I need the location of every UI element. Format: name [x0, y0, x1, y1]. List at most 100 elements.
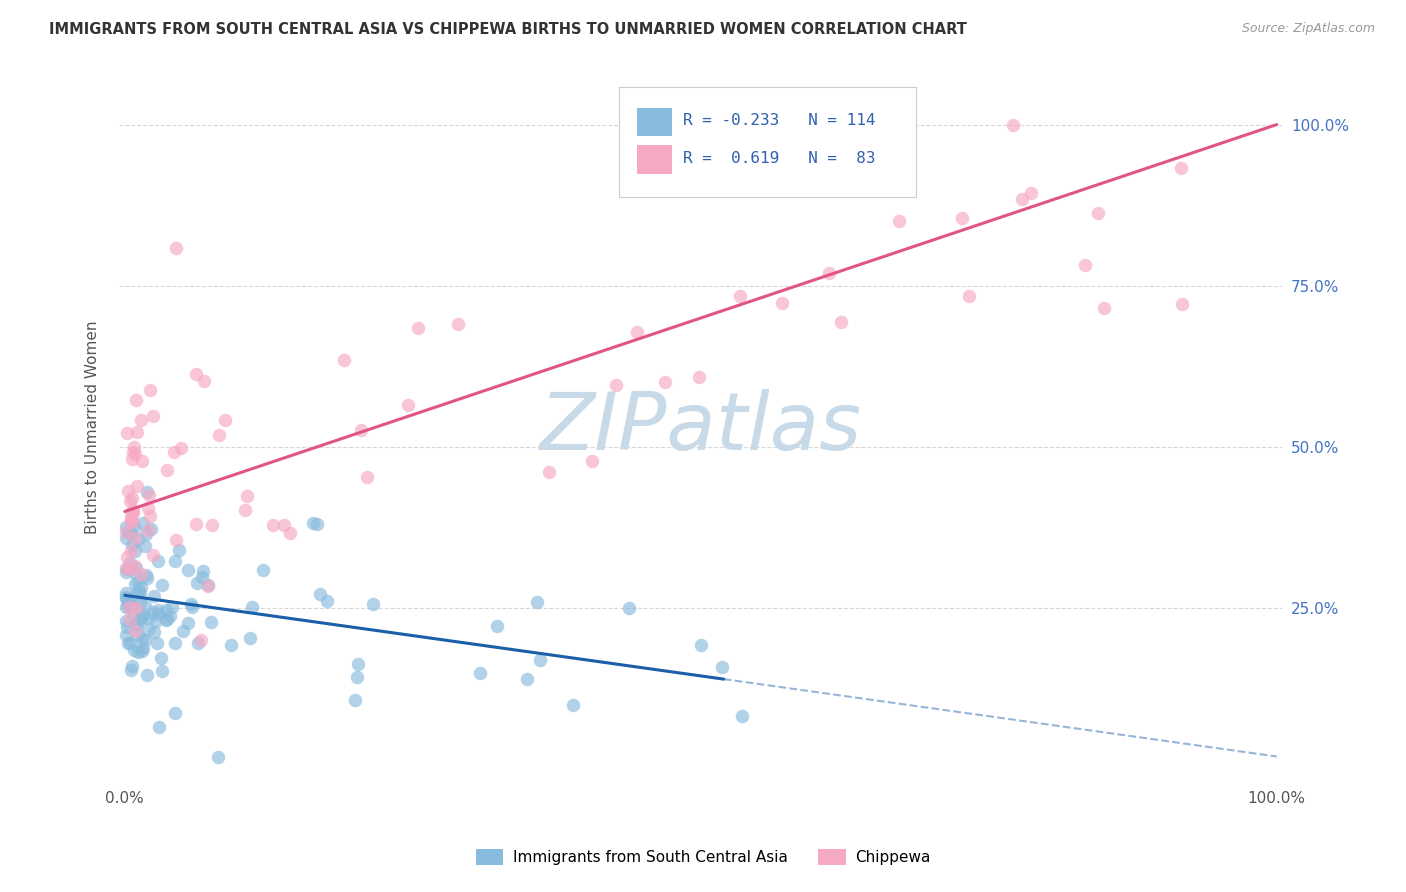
- Point: [190, 633, 212, 648]
- Point: [136, 484, 159, 499]
- Point: [346, 670, 368, 684]
- Point: [125, 561, 148, 575]
- Point: [117, 524, 139, 539]
- Point: [191, 569, 214, 583]
- Point: [135, 526, 157, 541]
- Point: [165, 241, 187, 255]
- Point: [689, 638, 711, 652]
- Point: [167, 543, 190, 558]
- Point: [120, 612, 142, 626]
- Point: [262, 518, 284, 533]
- Point: [120, 561, 142, 575]
- Point: [131, 609, 153, 624]
- Point: [122, 519, 145, 533]
- Point: [115, 561, 138, 575]
- Point: [350, 423, 373, 437]
- Point: [177, 563, 200, 577]
- Point: [347, 657, 370, 671]
- Point: [124, 543, 146, 558]
- Point: [333, 352, 356, 367]
- Point: [160, 599, 183, 614]
- Point: [180, 598, 202, 612]
- Point: [115, 520, 138, 534]
- Point: [728, 289, 751, 303]
- Point: [1092, 301, 1115, 315]
- Point: [470, 666, 492, 681]
- Point: [818, 267, 841, 281]
- Point: [356, 470, 378, 484]
- Point: [122, 598, 145, 612]
- Point: [315, 594, 337, 608]
- Point: [710, 659, 733, 673]
- Point: [278, 525, 301, 540]
- Point: [562, 698, 585, 712]
- Point: [156, 463, 179, 477]
- Point: [150, 665, 173, 679]
- Point: [186, 575, 208, 590]
- Point: [957, 289, 980, 303]
- Y-axis label: Births to Unmarried Women: Births to Unmarried Women: [86, 321, 100, 534]
- Point: [117, 550, 139, 565]
- Text: ZIPatlas: ZIPatlas: [540, 389, 862, 467]
- Point: [146, 603, 169, 617]
- Point: [730, 709, 752, 723]
- Point: [122, 642, 145, 657]
- Point: [654, 375, 676, 389]
- Point: [115, 620, 138, 634]
- Point: [150, 651, 173, 665]
- Point: [121, 544, 143, 558]
- Point: [176, 615, 198, 630]
- Point: [142, 548, 165, 562]
- Point: [135, 568, 157, 582]
- Point: [115, 531, 138, 545]
- Point: [486, 619, 509, 633]
- Point: [124, 559, 146, 574]
- FancyBboxPatch shape: [619, 87, 915, 197]
- Point: [187, 636, 209, 650]
- Point: [214, 413, 236, 427]
- Point: [127, 628, 149, 642]
- Point: [197, 579, 219, 593]
- Point: [305, 517, 328, 532]
- Point: [124, 624, 146, 638]
- Point: [770, 296, 793, 310]
- Point: [165, 706, 187, 720]
- Point: [121, 452, 143, 467]
- Point: [115, 586, 138, 600]
- Point: [132, 516, 155, 530]
- FancyBboxPatch shape: [637, 145, 672, 174]
- Point: [146, 607, 169, 621]
- Point: [122, 506, 145, 520]
- Point: [127, 617, 149, 632]
- FancyBboxPatch shape: [637, 108, 672, 136]
- Point: [121, 538, 143, 552]
- Point: [134, 632, 156, 647]
- Point: [159, 609, 181, 624]
- Point: [136, 572, 159, 586]
- Point: [124, 577, 146, 591]
- Point: [131, 640, 153, 655]
- Point: [134, 599, 156, 613]
- Point: [127, 645, 149, 659]
- Point: [135, 668, 157, 682]
- Point: [830, 315, 852, 329]
- Point: [146, 636, 169, 650]
- Point: [125, 393, 148, 408]
- Point: [201, 518, 224, 533]
- Point: [197, 578, 219, 592]
- Point: [127, 532, 149, 546]
- Point: [125, 425, 148, 439]
- Point: [406, 320, 429, 334]
- Point: [117, 483, 139, 498]
- Point: [127, 575, 149, 590]
- Point: [115, 562, 138, 576]
- Point: [235, 489, 257, 503]
- Point: [129, 567, 152, 582]
- Point: [115, 599, 138, 614]
- Point: [605, 378, 627, 392]
- Point: [139, 383, 162, 397]
- Point: [115, 627, 138, 641]
- Point: [115, 426, 138, 441]
- Point: [117, 636, 139, 650]
- Point: [118, 599, 141, 614]
